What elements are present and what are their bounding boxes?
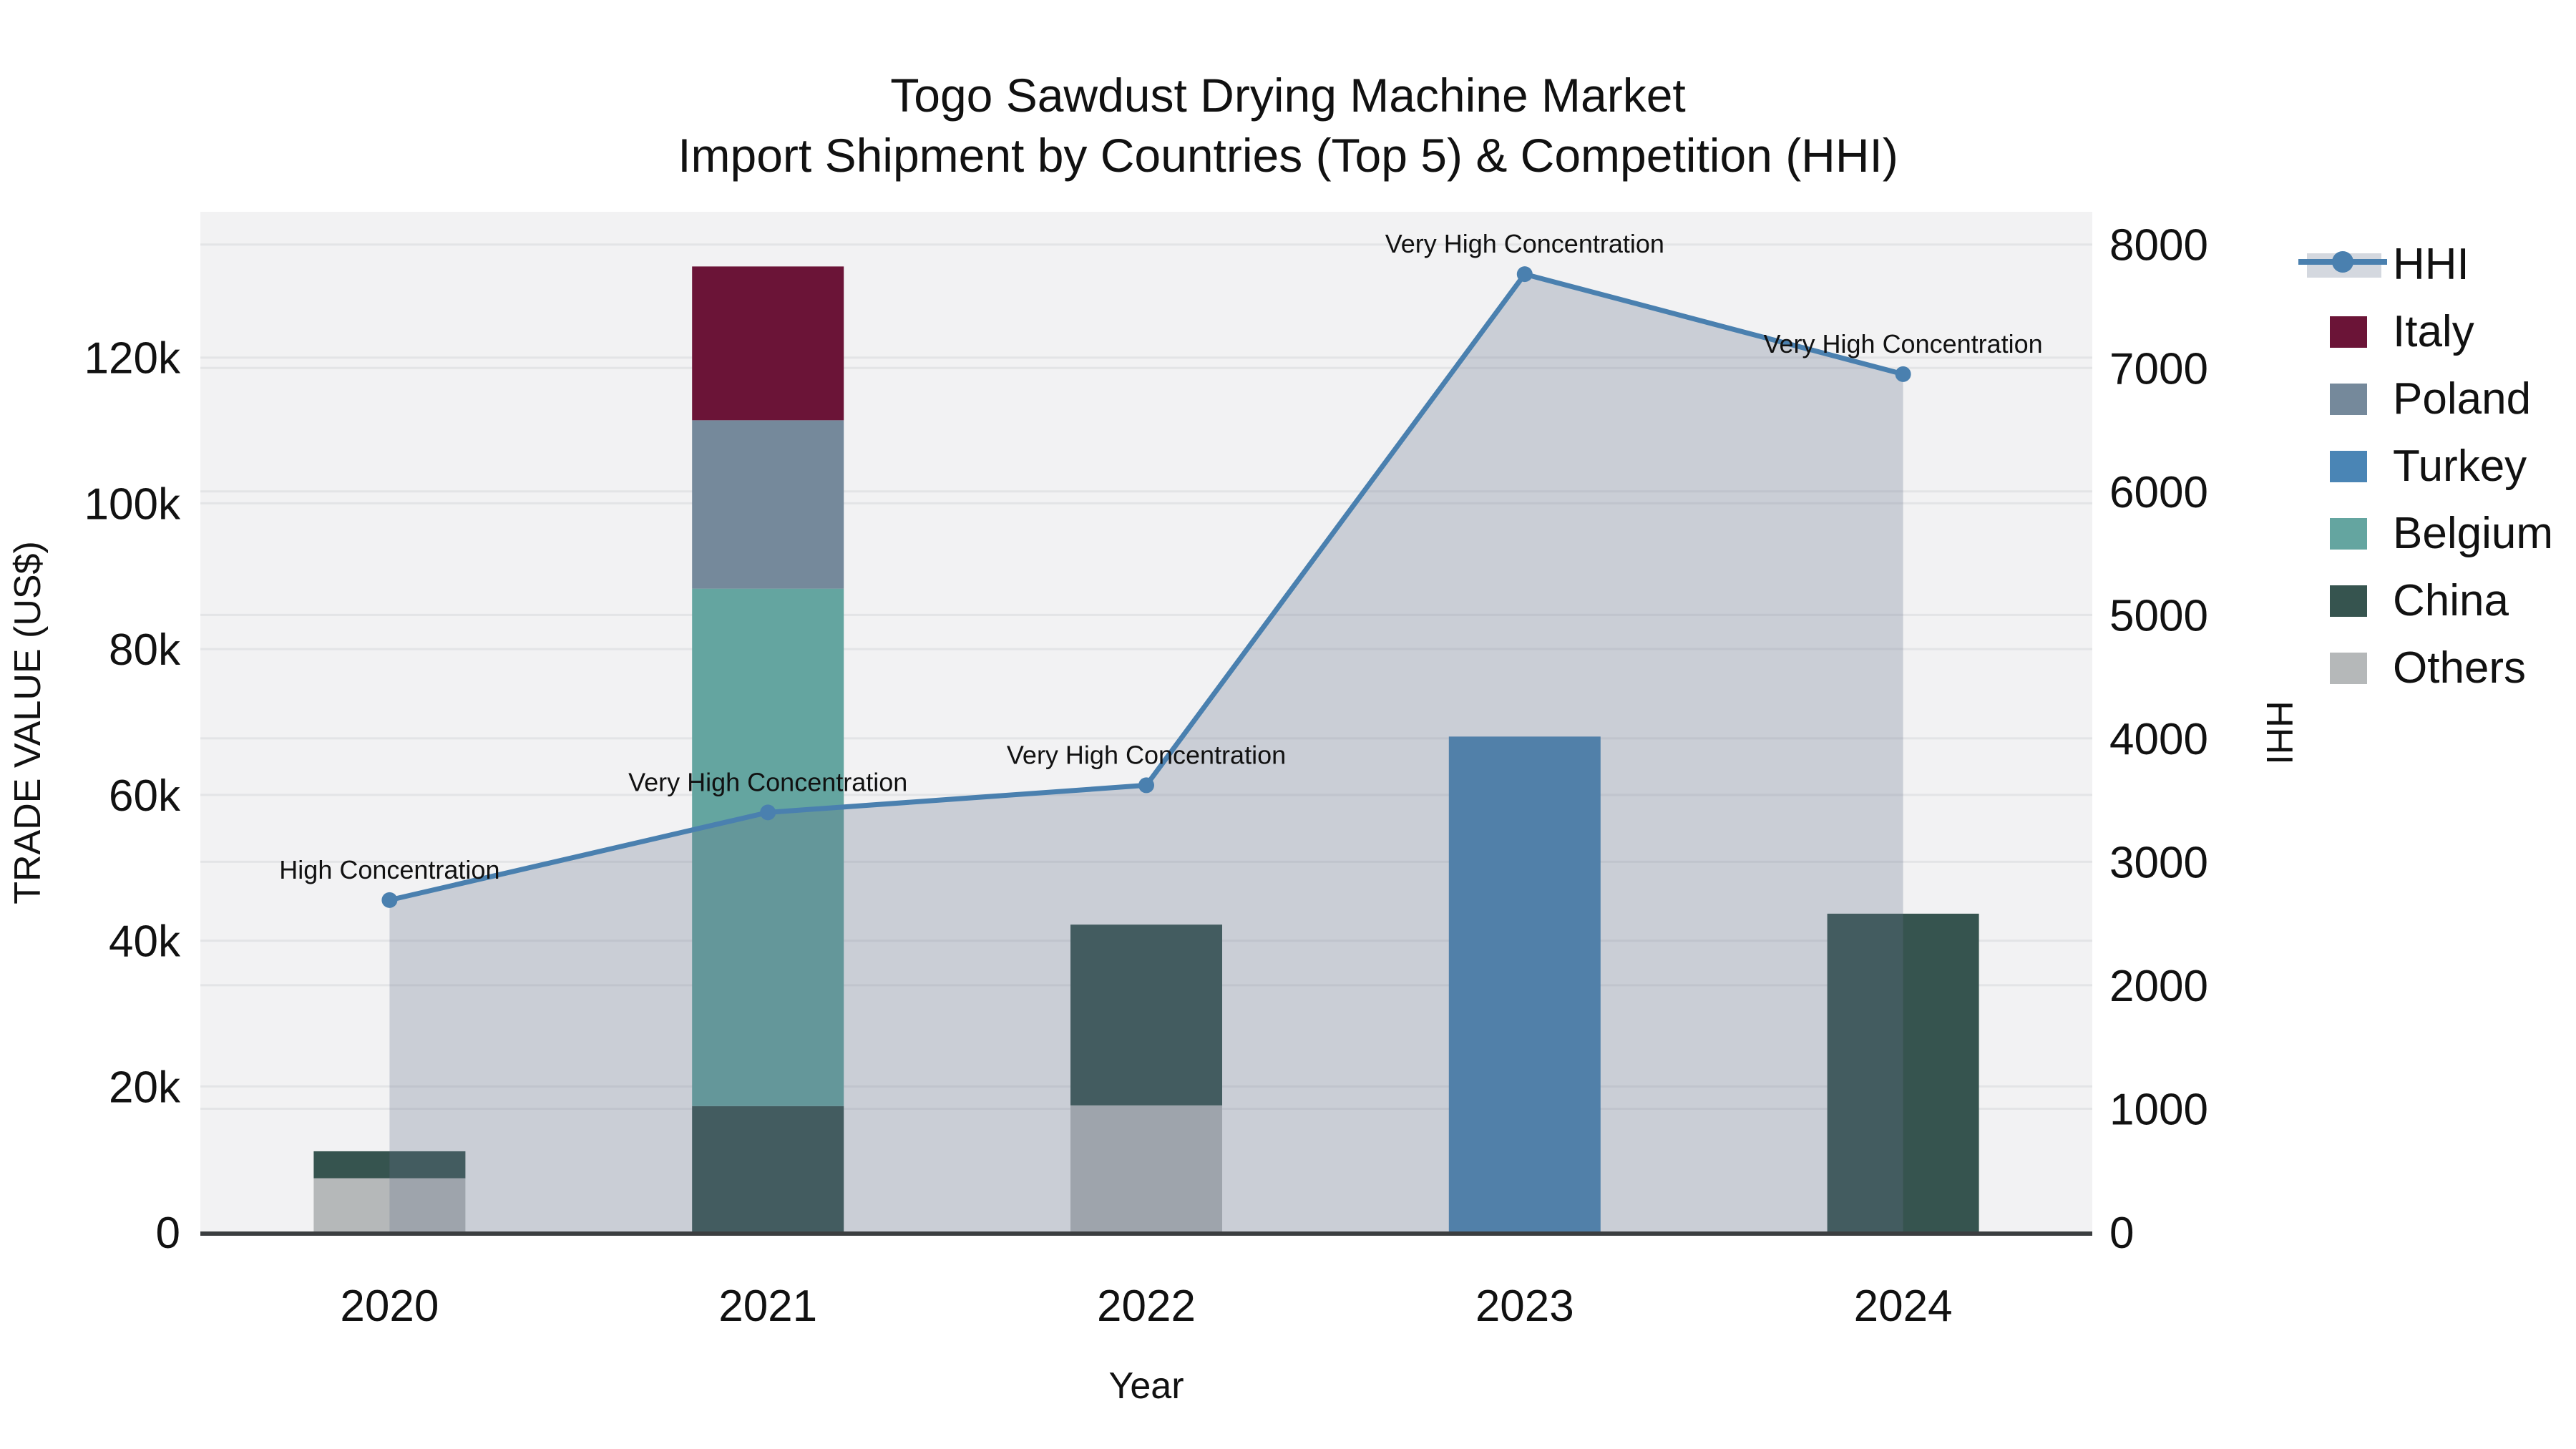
y-right-tick-label: 6000	[2109, 468, 2208, 517]
legend-item-china[interactable]: China	[2330, 576, 2509, 625]
y-right-tick-label: 3000	[2109, 838, 2208, 887]
y-right-tick-label: 8000	[2109, 221, 2208, 270]
legend-item-belgium[interactable]: Belgium	[2330, 509, 2553, 558]
legend-swatch-turkey	[2330, 451, 2367, 482]
bar-segment-china-2024	[1827, 913, 1979, 1232]
legend-swatch-belgium	[2330, 518, 2367, 550]
legend-item-hhi[interactable]: HHI	[2298, 240, 2469, 289]
y-right-tick-label: 2000	[2109, 962, 2208, 1011]
bar-segment-china-2021	[692, 1106, 844, 1232]
x-tick-label: 2023	[1475, 1282, 1574, 1331]
legend-label-italy: Italy	[2393, 307, 2474, 356]
y-left-tick-label: 120k	[84, 334, 181, 384]
x-tick-label: 2022	[1097, 1282, 1196, 1331]
y-left-axis-title: TRADE VALUE (US$)	[7, 541, 49, 904]
bar-segment-others-2020	[313, 1178, 466, 1232]
y-right-tick-label: 1000	[2109, 1085, 2208, 1134]
y-left-tick-label: 60k	[109, 771, 181, 821]
hhi-marker-2022	[1138, 777, 1154, 794]
legend-label-china: China	[2393, 576, 2509, 625]
annotation-2023: Very High Concentration	[1385, 229, 1664, 258]
legend-item-poland[interactable]: Poland	[2330, 374, 2531, 424]
legend-label-belgium: Belgium	[2393, 509, 2553, 558]
y-right-tick-label: 5000	[2109, 591, 2208, 640]
hhi-marker-2023	[1516, 266, 1533, 283]
y-left-tick-label: 0	[156, 1209, 180, 1258]
bar-segment-china-2020	[313, 1151, 466, 1179]
annotation-2021: Very High Concentration	[628, 767, 907, 796]
concentration-annotations: High Concentration Very High Concentratio…	[279, 229, 2042, 884]
bar-segment-turkey-2023	[1448, 736, 1601, 1232]
annotation-2024: Very High Concentration	[1763, 329, 2042, 358]
legend-item-italy[interactable]: Italy	[2330, 307, 2474, 356]
y-right-tick-label: 0	[2109, 1209, 2134, 1258]
legend-swatch-italy	[2330, 316, 2367, 348]
legend-swatch-china	[2330, 585, 2367, 617]
hhi-area-and-line	[381, 266, 1911, 1232]
y-right-axis-title: HHI	[2258, 701, 2300, 765]
x-axis-title: Year	[1108, 1365, 1184, 1407]
y-left-tick-label: 80k	[109, 625, 181, 675]
x-tick-label: 2020	[340, 1282, 439, 1331]
hhi-marker-2020	[381, 892, 398, 908]
legend-label-others: Others	[2393, 643, 2526, 693]
hhi-marker-2024	[1895, 366, 1911, 382]
chart-title-line1: Togo Sawdust Drying Machine Market	[890, 69, 1686, 122]
legend-swatch-poland	[2330, 384, 2367, 415]
annotation-2020: High Concentration	[279, 855, 499, 884]
y-right-tick-labels: 0 1000 2000 3000 4000 5000 6000 7000 8000	[2109, 221, 2208, 1258]
legend-item-turkey[interactable]: Turkey	[2330, 441, 2527, 491]
y-left-tick-labels: 0 20k 40k 60k 80k 100k 120k	[84, 334, 181, 1258]
bar-segment-china-2022	[1070, 924, 1222, 1106]
legend-hhi-marker-sample	[2332, 251, 2353, 273]
stacked-bar-series	[313, 266, 1979, 1232]
x-tick-label: 2024	[1854, 1282, 1953, 1331]
x-tick-label: 2021	[718, 1282, 817, 1331]
x-tick-labels: 2020 2021 2022 2023 2024	[340, 1282, 1952, 1331]
y-left-tick-label: 40k	[109, 917, 181, 967]
legend-item-others[interactable]: Others	[2330, 643, 2526, 693]
y-left-tick-label: 20k	[109, 1063, 181, 1112]
hhi-area-fill	[389, 274, 1903, 1232]
legend-label-poland: Poland	[2393, 374, 2531, 424]
y-right-tick-label: 4000	[2109, 715, 2208, 764]
legend-label-hhi: HHI	[2393, 240, 2469, 289]
bar-segment-others-2022	[1070, 1105, 1222, 1232]
bar-segment-italy-2021	[692, 266, 844, 421]
hhi-marker-2021	[760, 804, 776, 821]
chart-title-line2: Import Shipment by Countries (Top 5) & C…	[678, 129, 1898, 182]
legend-label-turkey: Turkey	[2393, 441, 2527, 491]
annotation-2022: Very High Concentration	[1007, 740, 1286, 769]
y-left-tick-label: 100k	[84, 479, 181, 529]
y-right-tick-label: 7000	[2109, 344, 2208, 394]
bar-segment-belgium-2021	[692, 588, 844, 1106]
legend-swatch-others	[2330, 653, 2367, 684]
gridlines	[200, 243, 2092, 1110]
legend: HHI Italy Poland Turkey Belgium China Others	[2298, 240, 2553, 693]
bar-segment-poland-2021	[692, 420, 844, 589]
